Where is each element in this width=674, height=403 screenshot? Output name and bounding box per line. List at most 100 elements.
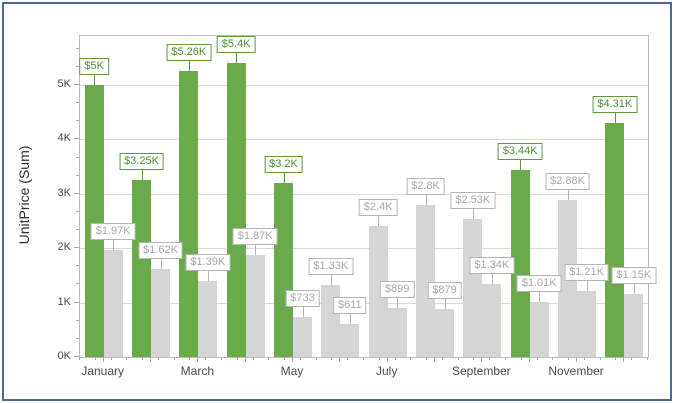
bar-value-label: $2.53K: [450, 192, 496, 209]
x-minor-tick-mark: [520, 357, 522, 360]
y-minor-tick-mark: [76, 210, 79, 212]
y-minor-tick-mark: [76, 229, 79, 231]
bar[interactable]: [340, 324, 360, 357]
label-connector: [491, 274, 493, 284]
bar[interactable]: [151, 269, 170, 357]
bar-value-label: $2.88K: [545, 173, 590, 190]
label-connector: [94, 75, 96, 85]
bar-value-label: $1.01K: [516, 275, 562, 292]
x-minor-tick-mark: [599, 357, 601, 360]
x-major-tick-mark: [623, 357, 625, 362]
label-connector: [207, 271, 209, 281]
x-minor-tick-mark: [79, 357, 80, 360]
bar[interactable]: [293, 317, 312, 357]
y-major-tick-mark: [74, 247, 79, 249]
bar[interactable]: [463, 219, 483, 357]
bar-value-label: $611: [333, 297, 367, 314]
x-minor-tick-mark: [552, 357, 554, 360]
bar[interactable]: [103, 250, 123, 357]
y-axis-title: UnitPrice (Sum): [16, 145, 32, 245]
bar[interactable]: [624, 294, 644, 357]
bar[interactable]: [132, 180, 151, 357]
x-minor-tick-mark: [173, 357, 175, 360]
bar-value-label: $733: [285, 290, 320, 307]
x-axis-label: March: [180, 364, 214, 378]
x-minor-tick-mark: [426, 357, 428, 360]
bar-value-label: $1.39K: [185, 254, 231, 271]
label-connector: [444, 299, 446, 309]
y-major-tick-mark: [74, 301, 79, 303]
y-tick-label: 0K: [57, 350, 71, 362]
bar[interactable]: [274, 183, 293, 357]
x-axis-label: May: [280, 364, 304, 378]
y-major-tick-mark: [74, 356, 79, 357]
y-major-tick-mark: [74, 192, 79, 194]
y-major-tick-mark: [74, 83, 79, 85]
x-minor-tick-mark: [331, 357, 333, 360]
grid-line: [80, 248, 648, 250]
label-connector: [113, 240, 115, 250]
bar[interactable]: [245, 255, 265, 357]
label-connector: [520, 160, 522, 170]
bar-value-label: $5K: [79, 58, 109, 75]
x-minor-tick-mark: [473, 357, 475, 360]
x-minor-tick-mark: [221, 357, 222, 360]
x-major-tick-mark: [386, 357, 388, 362]
x-minor-tick-mark: [583, 357, 585, 360]
bar[interactable]: [84, 85, 104, 357]
y-minor-tick-mark: [76, 47, 79, 49]
x-major-tick-mark: [292, 357, 293, 362]
x-minor-tick-mark: [410, 357, 412, 360]
label-connector: [397, 298, 399, 308]
y-major-tick-mark: [74, 138, 79, 140]
bar[interactable]: [577, 291, 596, 357]
y-minor-tick-mark: [76, 265, 79, 267]
x-minor-tick-mark: [157, 357, 159, 360]
plot-area: $5K $1.97K $3.25K $1.62K $5.26K $1.39K $5.4K $1…: [79, 35, 657, 358]
x-major-tick-mark: [339, 357, 341, 362]
bar-value-label: $5.26K: [166, 44, 212, 61]
x-axis-label: September: [451, 364, 511, 378]
label-connector: [567, 190, 569, 200]
x-minor-tick-mark: [378, 357, 380, 360]
x-minor-tick-mark: [394, 357, 396, 360]
bar[interactable]: [482, 284, 502, 357]
x-minor-tick-mark: [94, 357, 96, 360]
y-tick-label: 5K: [57, 77, 71, 90]
bar[interactable]: [198, 281, 218, 357]
y-tick-label: 1K: [57, 295, 71, 308]
y-minor-tick-mark: [76, 65, 79, 67]
bar-value-label: $1.97K: [90, 223, 136, 240]
bar-value-label: $1.33K: [308, 258, 354, 275]
x-minor-tick-mark: [252, 357, 254, 360]
grid-line: [80, 84, 648, 86]
label-connector: [255, 245, 257, 255]
bar[interactable]: [179, 71, 199, 357]
x-minor-tick-mark: [363, 357, 364, 360]
bar[interactable]: [529, 302, 549, 357]
bar[interactable]: [435, 309, 454, 357]
label-connector: [330, 275, 332, 285]
bar[interactable]: [226, 63, 246, 357]
x-minor-tick-mark: [536, 357, 538, 360]
label-connector: [425, 195, 427, 205]
bar[interactable]: [387, 308, 407, 357]
y-minor-tick-mark: [76, 120, 79, 122]
bar-value-label: $5.4K: [216, 36, 256, 53]
bar[interactable]: [416, 205, 435, 357]
x-minor-tick-mark: [236, 357, 238, 360]
bar[interactable]: [368, 226, 388, 357]
bar-value-label: $1.34K: [469, 257, 515, 274]
bar-value-label: $879: [427, 282, 462, 299]
y-tick-label: 3K: [57, 186, 71, 199]
x-major-tick-mark: [434, 357, 435, 362]
x-minor-tick-mark: [205, 357, 207, 360]
bar[interactable]: [510, 170, 530, 357]
label-connector: [160, 259, 162, 269]
bar-value-label: $899: [379, 281, 415, 298]
x-minor-tick-mark: [347, 357, 349, 360]
label-connector: [633, 284, 635, 294]
bar[interactable]: [605, 123, 625, 357]
bar[interactable]: [321, 285, 341, 357]
y-tick-label: 2K: [57, 241, 71, 254]
